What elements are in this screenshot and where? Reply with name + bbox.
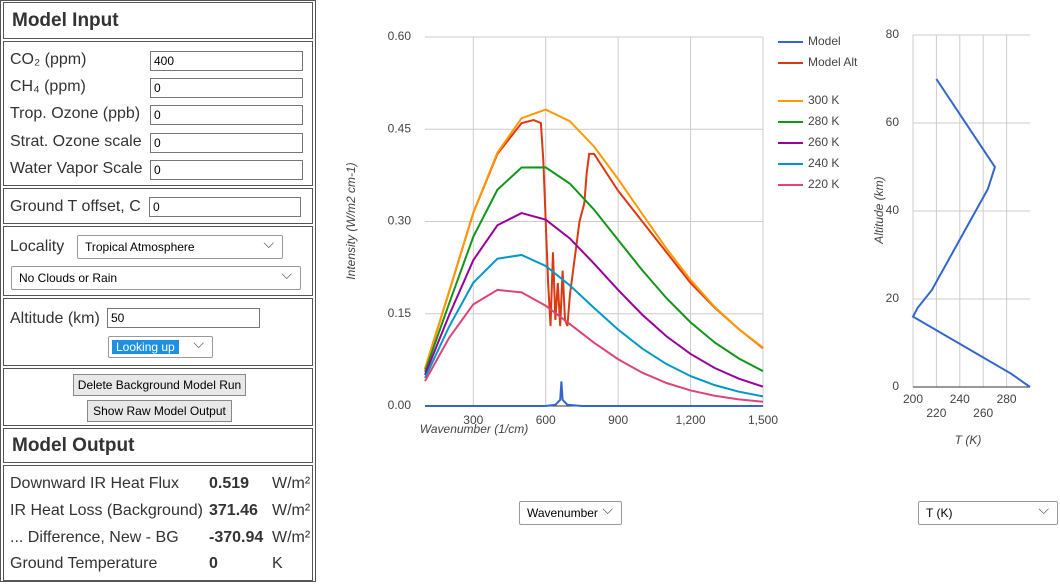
y-tick-label: 0.15 xyxy=(388,306,412,320)
series-line xyxy=(424,212,764,388)
y-tick-label: 0 xyxy=(892,379,899,393)
value: 0.519 xyxy=(209,475,250,492)
x-tick-label: 1,500 xyxy=(748,413,778,427)
section: Model Input xyxy=(3,2,313,39)
unit: W/m² xyxy=(272,529,311,546)
value: 0 xyxy=(209,555,218,572)
button[interactable]: Delete Background Model Run xyxy=(73,374,246,396)
x-selector[interactable]: Wavenumber xyxy=(519,498,622,525)
x-tick-label: 220 xyxy=(926,406,946,420)
section: Delete Background Model Run Show Raw Mod… xyxy=(3,368,313,426)
button[interactable]: Show Raw Model Output xyxy=(87,400,232,422)
x-tick-label: 240 xyxy=(950,392,970,406)
input[interactable]: 0 xyxy=(150,133,303,153)
label: Ground Temperature xyxy=(10,555,158,572)
label: Altitude (km) xyxy=(10,310,100,327)
section: Locality Tropical Atmosphere No Clouds or… xyxy=(3,226,313,296)
label: Downward IR Heat Flux xyxy=(10,475,179,492)
section: Ground T offset, C 0 xyxy=(3,188,313,224)
y-axis-title: Altitude (km) xyxy=(872,176,886,244)
section-title: Model Output xyxy=(12,435,135,456)
label: CO₂ (ppm) xyxy=(10,51,87,68)
x-tick-label: 280 xyxy=(997,392,1017,406)
x-axis-title: T (K) xyxy=(955,433,982,447)
left-panel: Model Input CO₂ (ppm) 400 CH₄ (ppm) 0 Trop… xyxy=(0,0,316,582)
series-line xyxy=(911,78,1031,388)
value: -370.94 xyxy=(209,529,264,546)
y-tick-label: 0.45 xyxy=(388,121,412,135)
label: ... Difference, New - BG xyxy=(10,529,179,546)
section: CO₂ (ppm) 400 CH₄ (ppm) 0 Trop. Ozone (ppb… xyxy=(3,41,313,186)
series-line xyxy=(425,381,763,407)
y-selector[interactable]: T (K) xyxy=(918,498,1058,525)
label: Ground T offset, C xyxy=(10,198,141,215)
legend-label: Model Alt xyxy=(808,55,858,69)
x-tick-label: 1,200 xyxy=(676,413,706,427)
y-tick-label: 60 xyxy=(886,115,900,129)
section: Altitude (km) 50 Looking up xyxy=(3,298,313,366)
label: Strat. Ozone scale xyxy=(10,133,142,150)
legend-label: Model xyxy=(808,34,841,48)
x-tick-label: 200 xyxy=(903,392,923,406)
input[interactable]: 400 xyxy=(150,51,303,71)
value: 371.46 xyxy=(209,502,258,519)
label: Water Vapor Scale xyxy=(10,160,143,177)
y-tick-label: 0.30 xyxy=(388,214,412,228)
input[interactable]: 0 xyxy=(149,197,301,217)
select[interactable]: Looking up xyxy=(108,333,213,358)
input[interactable]: 0 xyxy=(150,105,303,125)
x-tick-label: 900 xyxy=(608,413,628,427)
unit: W/m² xyxy=(272,475,311,492)
series-line xyxy=(424,288,764,403)
input[interactable]: 0 xyxy=(150,78,303,98)
legend-label: 300 K xyxy=(808,93,839,107)
section: Model Output xyxy=(3,428,313,463)
label: Trop. Ozone (ppb) xyxy=(10,105,141,122)
x-axis-title: Wavenumber (1/cm) xyxy=(420,422,528,436)
series-line xyxy=(424,166,764,373)
label: CH₄ (ppm) xyxy=(10,78,86,95)
series-line xyxy=(424,253,764,398)
legend-label: 260 K xyxy=(808,135,839,149)
y-tick-label: 40 xyxy=(886,203,900,217)
legend-label: 280 K xyxy=(808,114,839,128)
x-tick-label: 600 xyxy=(536,413,556,427)
section: Downward IR Heat Flux 0.519 W/m² IR Heat L… xyxy=(3,465,313,581)
select-value: Looking up xyxy=(112,340,179,354)
legend-label: 220 K xyxy=(808,177,839,191)
input[interactable]: 50 xyxy=(107,308,260,328)
label: IR Heat Loss (Background) xyxy=(10,502,203,519)
select[interactable]: No Clouds or Rain xyxy=(11,263,301,290)
section-title: Model Input xyxy=(12,10,119,31)
y-tick-label: 0.00 xyxy=(388,398,412,412)
select[interactable]: Tropical Atmosphere xyxy=(77,232,283,259)
y-tick-label: 0.60 xyxy=(388,29,412,43)
y-tick-label: 80 xyxy=(886,27,900,41)
input[interactable]: 0 xyxy=(150,160,303,180)
series-line xyxy=(424,118,764,370)
x-tick-label: 300 xyxy=(463,413,483,427)
unit: W/m² xyxy=(272,502,311,519)
legend-label: 240 K xyxy=(808,156,839,170)
series-line xyxy=(424,108,764,369)
x-tick-label: 260 xyxy=(973,406,993,420)
label: Locality xyxy=(10,238,65,255)
y-axis-title: Intensity (W/m2 cm-1) xyxy=(344,162,358,279)
y-tick-label: 20 xyxy=(886,291,900,305)
unit: K xyxy=(272,555,283,572)
